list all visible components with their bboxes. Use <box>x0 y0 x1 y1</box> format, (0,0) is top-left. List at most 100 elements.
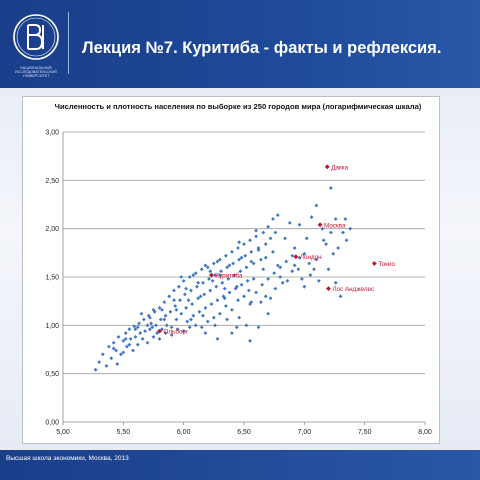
data-point <box>266 311 271 316</box>
data-point <box>297 255 302 260</box>
data-point <box>292 263 297 268</box>
data-point <box>237 240 242 245</box>
highlighted-point <box>371 261 377 266</box>
data-point <box>179 311 184 316</box>
axes: 0,00 0,50 1,00 1,50 2,00 2,50 3,00 5,00 5,50 6,00… <box>45 130 432 437</box>
highlighted-point <box>293 254 299 260</box>
city-label: Токио <box>378 261 395 268</box>
data-point <box>123 331 128 335</box>
data-point <box>201 280 205 285</box>
data-point <box>186 298 191 303</box>
data-point <box>308 273 313 277</box>
data-point <box>179 275 184 279</box>
data-point <box>266 224 271 229</box>
data-point <box>261 230 266 235</box>
data-point <box>244 265 249 270</box>
data-point <box>106 344 111 349</box>
data-point <box>168 309 173 314</box>
data-point <box>243 253 248 258</box>
data-point <box>201 313 205 318</box>
data-point <box>115 362 120 366</box>
data-point <box>202 292 207 297</box>
data-point <box>256 246 261 250</box>
data-point <box>248 338 252 343</box>
data-point <box>290 269 295 274</box>
data-point <box>227 263 232 268</box>
data-point <box>119 352 123 357</box>
data-point <box>125 344 129 349</box>
data-point <box>242 242 246 247</box>
hse-logo <box>13 14 59 60</box>
data-point <box>219 269 223 274</box>
header-bar: НАЦИОНАЛЬНЫЙ ИССЛЕДОВАТЕЛЬСКИЙ УНИВЕРСИТ… <box>0 0 480 88</box>
data-point <box>169 325 174 330</box>
data-point <box>268 296 273 301</box>
data-point <box>163 313 168 318</box>
data-point <box>127 342 132 347</box>
scatter-chart: Численность и плотность населения по выб… <box>45 102 432 437</box>
data-point <box>191 313 196 318</box>
data-point <box>213 323 217 328</box>
data-points <box>93 164 377 372</box>
data-point <box>230 307 234 312</box>
data-point <box>215 298 220 303</box>
data-point <box>123 336 128 341</box>
data-point <box>234 325 239 330</box>
chart-title: Численность и плотность населения по выб… <box>55 102 422 111</box>
data-point <box>203 263 208 268</box>
data-point <box>151 335 156 339</box>
data-point <box>209 302 214 306</box>
data-point <box>348 226 353 231</box>
data-point <box>314 203 319 208</box>
data-point <box>157 336 162 341</box>
data-point <box>239 282 244 287</box>
data-point <box>138 331 143 335</box>
data-point <box>187 325 192 330</box>
data-point <box>254 290 258 295</box>
data-point <box>307 261 312 266</box>
data-point <box>302 284 307 289</box>
data-point <box>184 286 188 291</box>
data-point <box>244 323 249 328</box>
data-point <box>254 228 258 233</box>
data-point <box>143 329 147 334</box>
data-point <box>160 307 164 312</box>
data-point <box>237 257 242 262</box>
data-point <box>167 294 172 299</box>
data-point <box>145 340 150 345</box>
data-point <box>149 321 153 326</box>
data-point <box>300 277 304 281</box>
data-point <box>324 242 328 247</box>
data-point <box>263 294 268 299</box>
data-point <box>217 273 222 277</box>
data-point <box>162 300 167 305</box>
y-tick-label: 1,00 <box>45 323 59 330</box>
data-point <box>111 346 116 351</box>
y-tick-label: 2,00 <box>45 226 59 233</box>
data-point <box>338 294 343 299</box>
data-point <box>215 336 220 341</box>
data-point <box>133 335 138 339</box>
data-point <box>151 307 156 312</box>
data-point <box>111 340 116 345</box>
data-point <box>175 327 180 332</box>
data-point <box>131 348 135 353</box>
city-label: Дакка <box>331 164 348 171</box>
data-point <box>158 317 163 322</box>
data-point <box>242 294 246 299</box>
data-point <box>284 259 289 264</box>
data-point <box>231 261 236 266</box>
y-tick-label: 0,00 <box>45 420 59 427</box>
data-point <box>230 331 234 335</box>
data-point <box>271 249 275 254</box>
data-point <box>225 265 230 270</box>
data-point <box>121 338 126 343</box>
data-point <box>160 327 164 332</box>
data-point <box>238 269 243 274</box>
data-point <box>181 329 186 334</box>
data-point <box>189 317 193 322</box>
data-point <box>196 280 201 285</box>
data-point <box>336 246 341 250</box>
data-point <box>163 331 168 335</box>
data-point <box>302 251 307 256</box>
